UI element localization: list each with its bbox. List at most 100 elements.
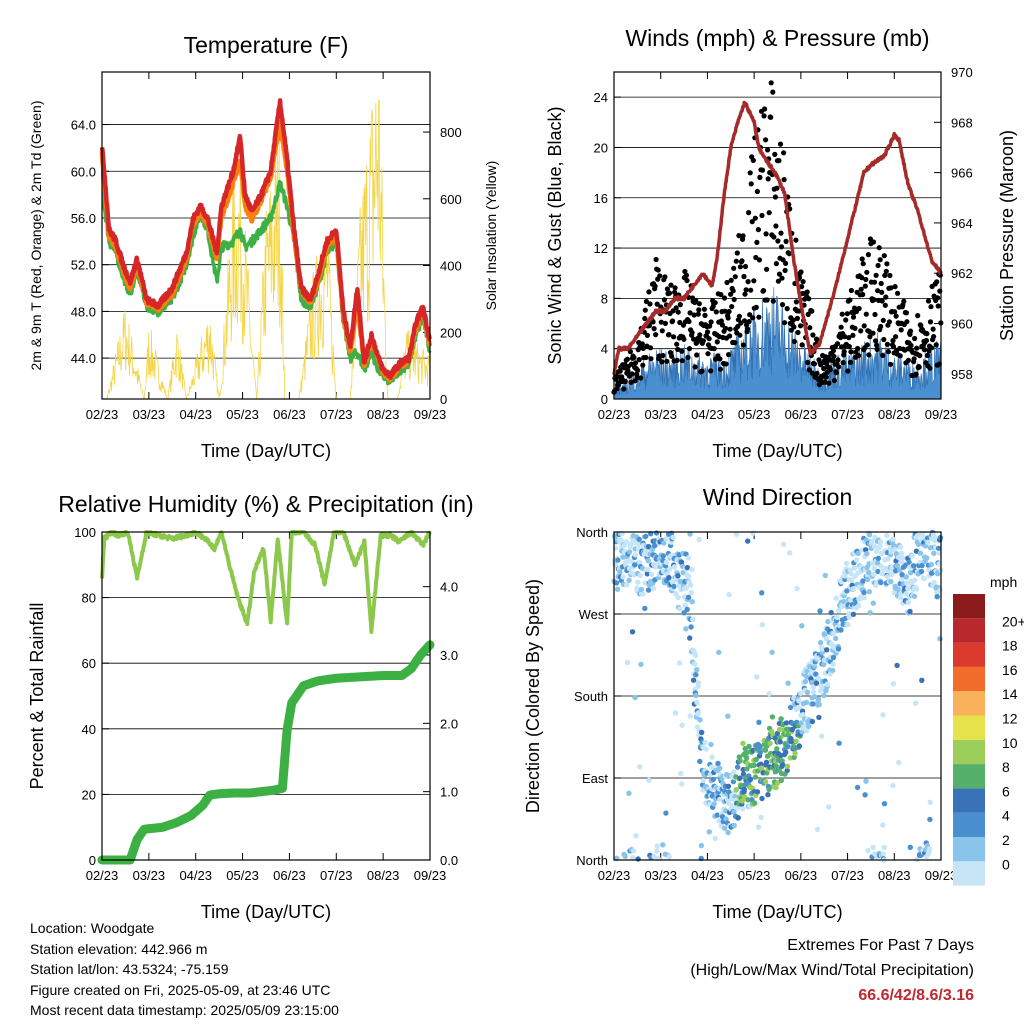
direction-point bbox=[654, 843, 660, 849]
gust-point bbox=[878, 280, 884, 287]
gust-point bbox=[672, 289, 678, 295]
direction-point bbox=[877, 539, 884, 545]
gust-point bbox=[838, 334, 844, 341]
direction-point bbox=[834, 614, 840, 621]
direction-point bbox=[881, 801, 888, 807]
gust-point bbox=[699, 368, 705, 374]
gust-point bbox=[657, 273, 663, 279]
gust-point bbox=[878, 323, 884, 330]
direction-point bbox=[828, 609, 834, 616]
gust-point bbox=[805, 359, 811, 366]
direction-point bbox=[816, 701, 822, 708]
direction-point bbox=[925, 539, 931, 545]
x-tick-label: 07/23 bbox=[320, 407, 353, 422]
direction-point bbox=[627, 549, 633, 555]
gust-point bbox=[732, 340, 738, 346]
gust-point bbox=[887, 361, 894, 367]
gust-point bbox=[810, 332, 816, 338]
direction-point bbox=[915, 541, 922, 547]
gust-point bbox=[708, 368, 714, 374]
y-tick-label: 52.0 bbox=[71, 258, 96, 273]
gust-point bbox=[886, 319, 893, 325]
gust-point bbox=[783, 238, 789, 244]
legend-swatch bbox=[953, 715, 985, 740]
pressure-series bbox=[612, 100, 943, 375]
x-tick-label: 06/23 bbox=[273, 868, 306, 883]
gust-point bbox=[654, 301, 660, 307]
y-tick-label: 64.0 bbox=[71, 118, 96, 133]
gust-point bbox=[839, 311, 845, 317]
gust-point bbox=[779, 275, 785, 281]
direction-point bbox=[792, 750, 798, 757]
plot-frame bbox=[613, 71, 942, 400]
speed-legend: mph 0 2 4 6 8 10 12 14 16 18 20+ bbox=[953, 574, 1024, 886]
direction-point bbox=[758, 814, 764, 821]
y-tick-label: North bbox=[576, 853, 608, 868]
direction-point bbox=[871, 565, 877, 572]
direction-point bbox=[871, 543, 878, 549]
direction-point bbox=[706, 829, 712, 835]
direction-point bbox=[898, 550, 904, 556]
direction-point bbox=[907, 570, 914, 576]
direction-point bbox=[620, 574, 626, 580]
x-tick-label: 05/23 bbox=[738, 407, 771, 422]
direction-point bbox=[850, 611, 857, 617]
direction-point bbox=[711, 801, 717, 807]
gust-point bbox=[892, 309, 898, 315]
gust-point bbox=[856, 305, 862, 312]
direction-point bbox=[777, 739, 783, 745]
gust-point bbox=[781, 150, 787, 156]
direction-point bbox=[910, 563, 917, 569]
gust-point bbox=[765, 147, 771, 153]
direction-point bbox=[821, 661, 827, 668]
gust-point bbox=[924, 331, 930, 337]
chart-title: Temperature (F) bbox=[184, 32, 349, 58]
gust-point bbox=[786, 251, 792, 257]
direction-point bbox=[675, 573, 681, 579]
y2-tick-label: 960 bbox=[951, 317, 973, 332]
gust-point bbox=[831, 353, 837, 359]
created-text: Figure created on Fri, 2025-05-09, at 23… bbox=[30, 981, 331, 998]
chart-title: Relative Humidity (%) & Precipitation (i… bbox=[58, 491, 473, 517]
y-tick-label: 20 bbox=[82, 787, 96, 802]
gust-point bbox=[923, 337, 930, 344]
gust-point bbox=[770, 89, 776, 95]
direction-point bbox=[618, 537, 624, 543]
gust-point bbox=[893, 313, 899, 319]
direction-point bbox=[670, 534, 676, 541]
direction-point bbox=[687, 635, 693, 641]
station-metadata: Location: Woodgate Station elevation: 44… bbox=[30, 918, 339, 1021]
gust-point bbox=[624, 356, 631, 362]
gust-point bbox=[696, 301, 702, 307]
gust-point bbox=[748, 287, 754, 293]
gust-point bbox=[713, 309, 719, 315]
gust-point bbox=[631, 354, 637, 361]
direction-point bbox=[824, 681, 830, 687]
y2-tick-label: 400 bbox=[440, 259, 462, 274]
gust-point bbox=[772, 194, 779, 200]
direction-point bbox=[899, 576, 905, 583]
direction-point bbox=[835, 646, 842, 652]
gust-point bbox=[739, 258, 745, 264]
legend-swatch bbox=[953, 837, 985, 862]
direction-point bbox=[830, 654, 837, 661]
gust-point bbox=[791, 338, 798, 345]
direction-point bbox=[798, 690, 804, 696]
gust-point bbox=[770, 298, 776, 304]
direction-point bbox=[850, 586, 857, 592]
direction-point bbox=[635, 856, 641, 862]
direction-point bbox=[890, 536, 896, 542]
x-tick-label: 02/23 bbox=[86, 868, 119, 883]
direction-point bbox=[821, 692, 827, 699]
direction-point bbox=[810, 689, 817, 695]
direction-point bbox=[630, 855, 636, 861]
gust-point bbox=[731, 296, 737, 303]
y-tick-label: West bbox=[579, 607, 609, 622]
direction-point bbox=[855, 550, 861, 557]
direction-point bbox=[632, 562, 638, 568]
direction-point bbox=[784, 767, 790, 774]
gust-point bbox=[722, 308, 728, 314]
gust-point bbox=[775, 238, 781, 244]
direction-point bbox=[683, 585, 689, 591]
direction-point bbox=[637, 572, 643, 579]
